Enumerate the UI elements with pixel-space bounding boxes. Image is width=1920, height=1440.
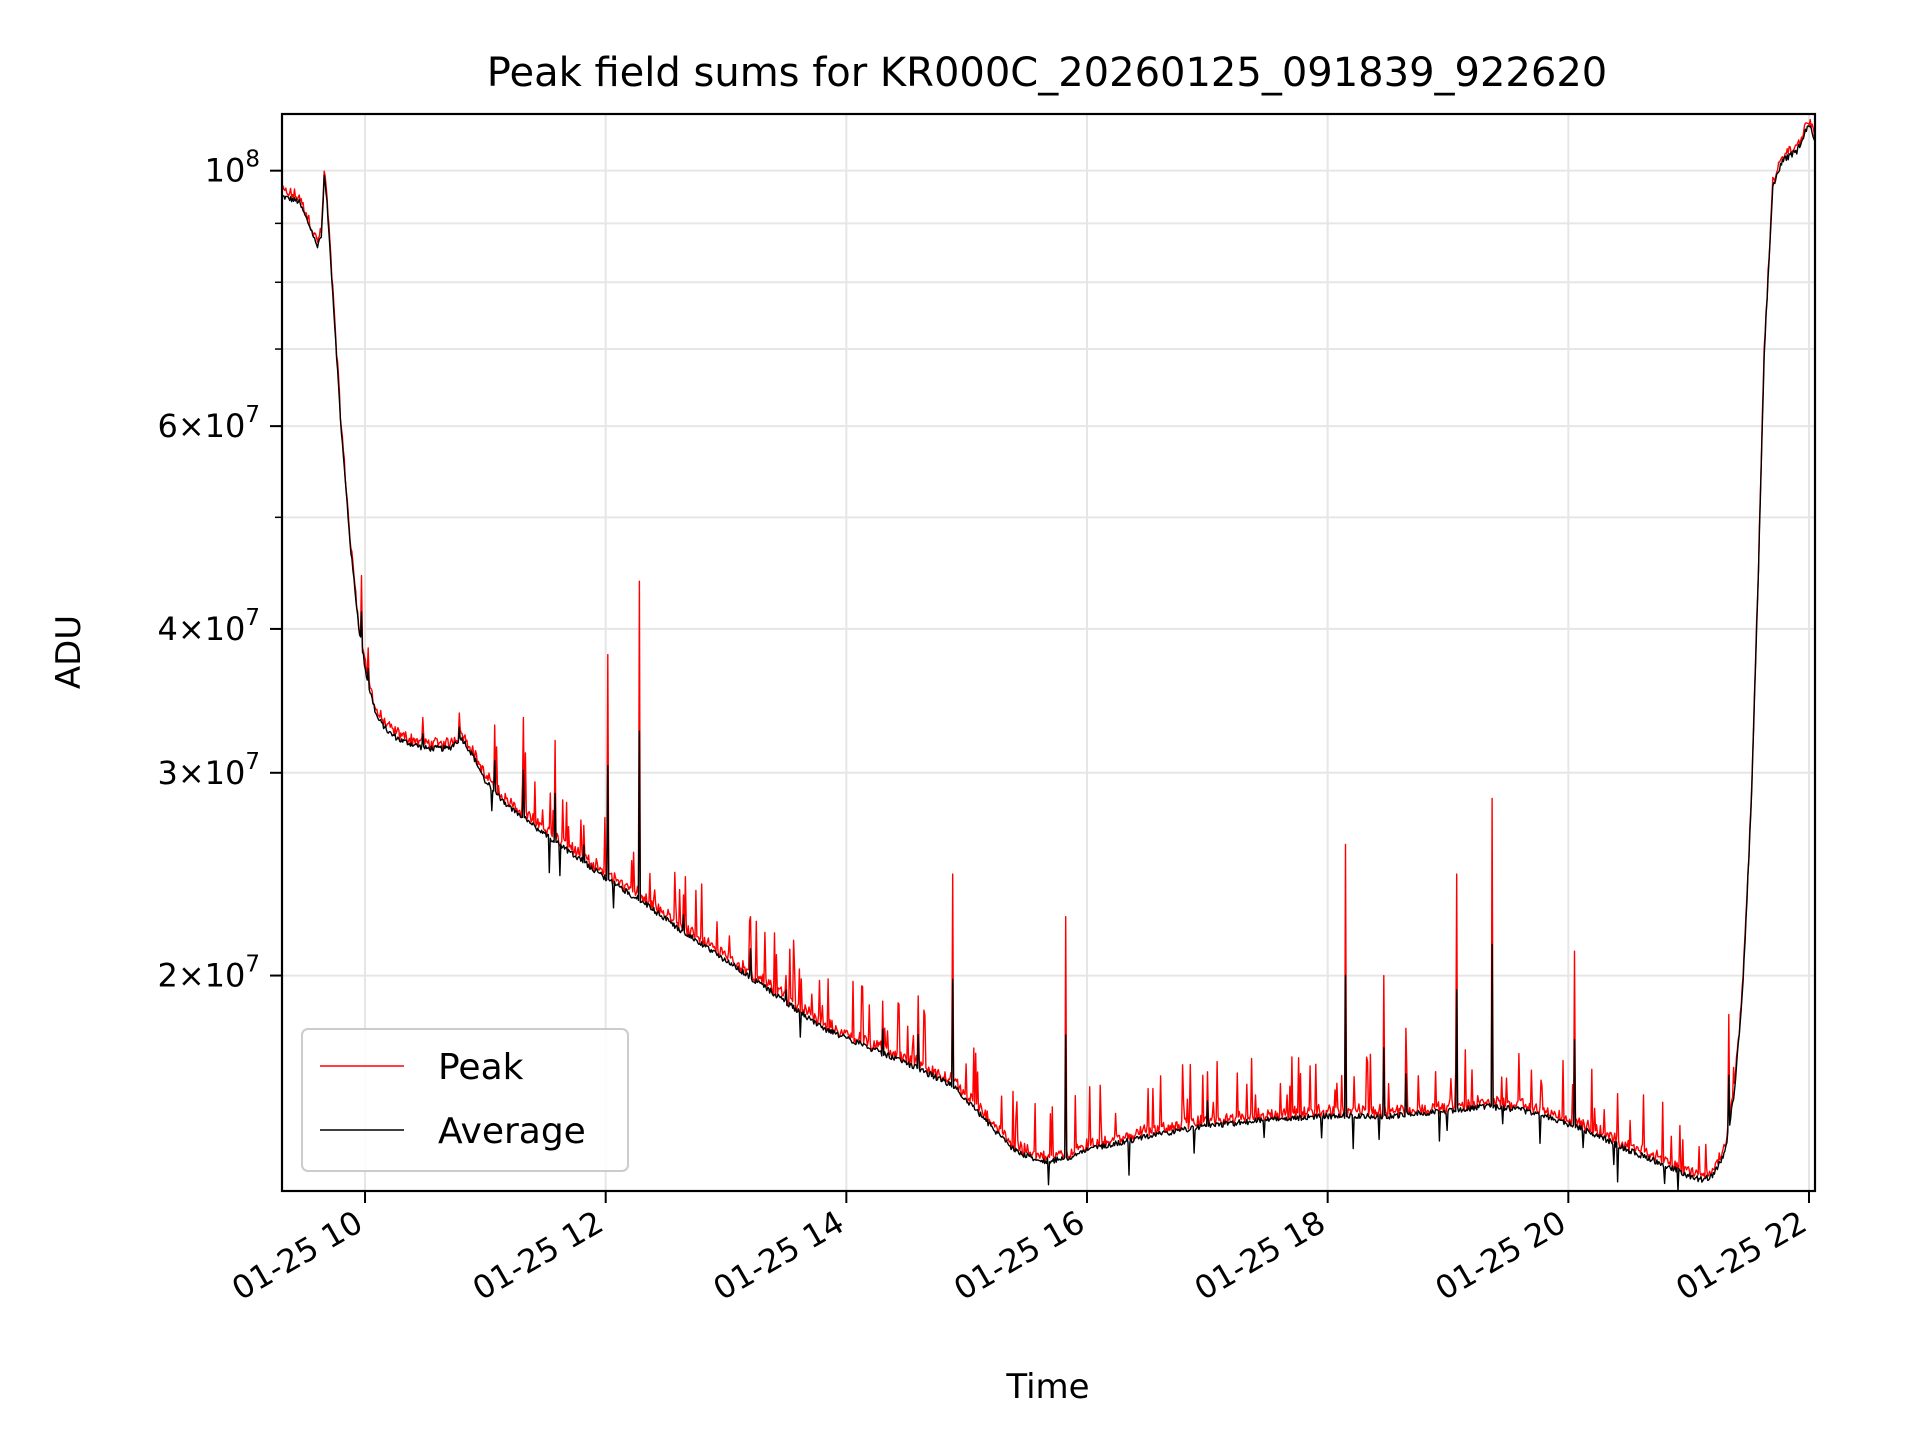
plot-frame (280, 112, 1817, 1193)
plot-background (282, 114, 1815, 1191)
legend-box (301, 1028, 629, 1172)
legend-label-peak: Peak (438, 1047, 524, 1088)
average-line (281, 125, 1816, 1192)
y-axis: 2×107 3×107 4×107 6×107 108 (157, 147, 282, 995)
peak-line (281, 118, 1816, 1180)
y-tick-label: 108 (205, 147, 260, 190)
y-axis-title: ADU (49, 615, 89, 689)
legend: Peak Average (301, 1028, 629, 1172)
plot-area (280, 112, 1817, 1193)
y-tick-label: 3×107 (157, 749, 260, 792)
x-axis-title: Time (1005, 1367, 1089, 1407)
y-tick-label: 2×107 (157, 952, 260, 995)
grid (282, 114, 1815, 1191)
y-tick-label: 4×107 (157, 605, 260, 648)
chart-title: Peak field sums for KR000C_20260125_0918… (487, 50, 1607, 96)
series-average (281, 125, 1816, 1192)
series-peak (281, 118, 1816, 1180)
y-tick-label: 6×107 (157, 402, 260, 445)
legend-label-average: Average (438, 1111, 586, 1152)
